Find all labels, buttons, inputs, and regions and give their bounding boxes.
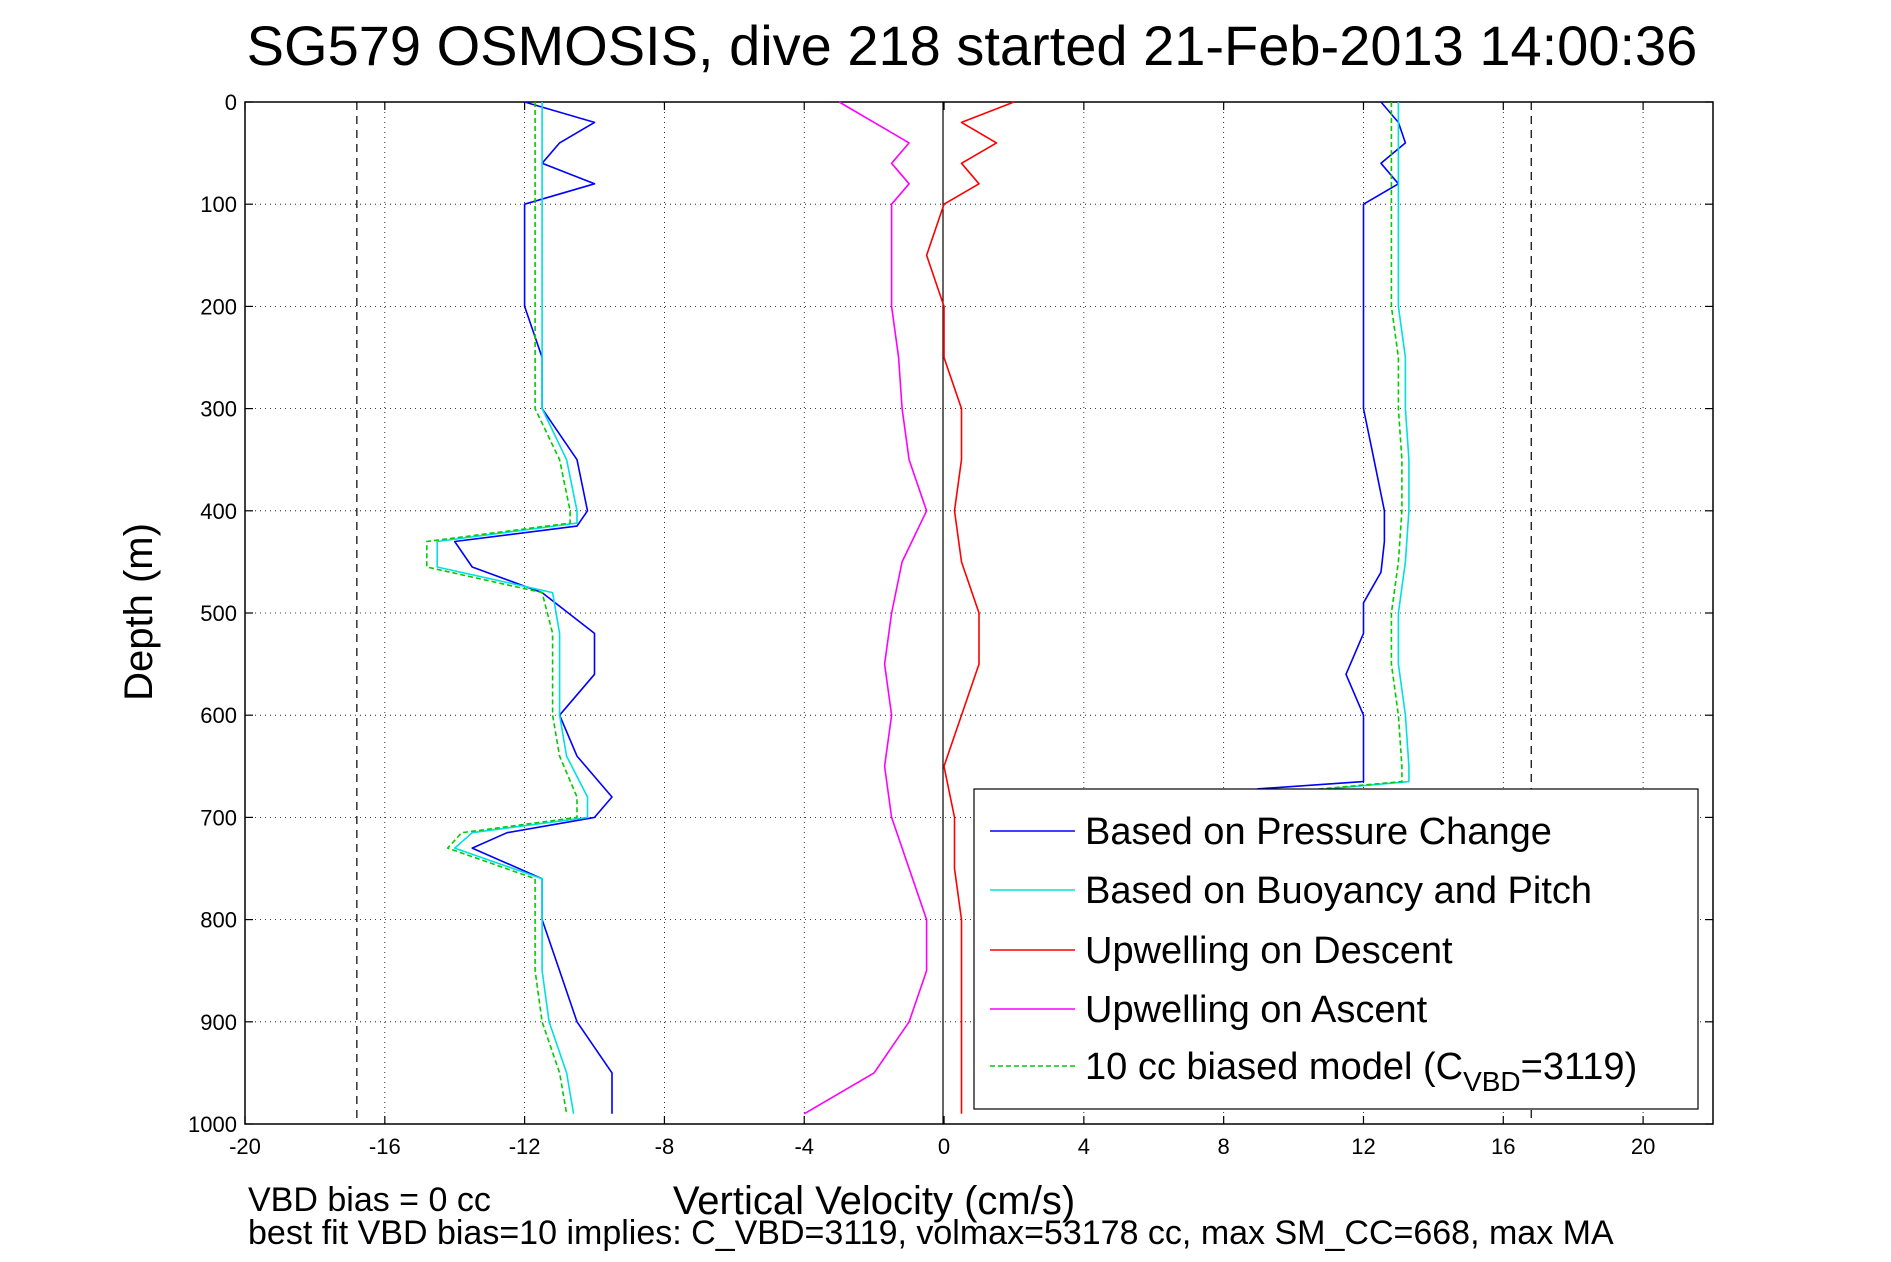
legend-label-3: Upwelling on Descent xyxy=(1085,930,1453,972)
x-tick-label: -12 xyxy=(509,1134,541,1159)
x-tick-label: -8 xyxy=(655,1134,675,1159)
legend-box xyxy=(973,788,1699,1110)
x-tick-label: 12 xyxy=(1351,1134,1375,1159)
x-tick-label: 8 xyxy=(1218,1134,1230,1159)
series-line-4-1 xyxy=(803,101,928,1115)
y-tick-label: 500 xyxy=(200,601,237,626)
legend: Based on Pressure Change Based on Buoyanc… xyxy=(973,788,1699,1110)
y-tick-label: 800 xyxy=(200,908,237,933)
reference-lines xyxy=(356,102,1532,1124)
y-axis-ticks: 0 100 200 300 400 500 600 700 800 900 1000 xyxy=(188,90,1713,1137)
vbd-bias-note: VBD bias = 0 cc xyxy=(248,1181,491,1219)
legend-label-2: Based on Buoyancy and Pitch xyxy=(1085,870,1592,912)
legend-label-4: Upwelling on Ascent xyxy=(1085,989,1428,1031)
y-tick-label: 300 xyxy=(200,397,237,422)
y-tick-label: 900 xyxy=(200,1010,237,1035)
y-tick-label: 400 xyxy=(200,499,237,524)
y-tick-label: 200 xyxy=(200,294,237,319)
y-tick-label: 1000 xyxy=(188,1112,237,1137)
x-tick-label: -16 xyxy=(369,1134,401,1159)
y-tick-label: 0 xyxy=(225,90,237,115)
series-line-2-2 xyxy=(1275,102,1410,798)
x-tick-label: 16 xyxy=(1491,1134,1515,1159)
series-line-3-1 xyxy=(925,101,1015,1114)
y-tick-label: 700 xyxy=(200,805,237,830)
x-tick-label: -4 xyxy=(794,1134,814,1159)
y-tick-label: 600 xyxy=(200,703,237,728)
series-line-5-1 xyxy=(425,102,578,1114)
x-tick-label: 4 xyxy=(1078,1134,1090,1159)
y-tick-label: 100 xyxy=(200,192,237,217)
series-line-2-1 xyxy=(436,102,589,1114)
series-line-1-2 xyxy=(1223,101,1407,798)
x-tick-label: -20 xyxy=(229,1134,261,1159)
series-line-5-2 xyxy=(1268,102,1403,798)
chart-title: SG579 OSMOSIS, dive 218 started 21-Feb-2… xyxy=(247,14,1698,77)
x-axis-ticks: -20 -16 -12 -8 -4 0 4 8 12 16 20 xyxy=(229,102,1655,1159)
x-axis-label: Vertical Velocity (cm/s) xyxy=(673,1179,1075,1223)
y-axis-label: Depth (m) xyxy=(117,523,161,701)
legend-label-1: Based on Pressure Change xyxy=(1085,811,1552,853)
x-tick-label: 20 xyxy=(1631,1134,1655,1159)
data-series xyxy=(425,101,1410,1115)
best-fit-note: best fit VBD bias=10 implies: C_VBD=3119… xyxy=(248,1214,1614,1252)
x-tick-label: 0 xyxy=(938,1134,950,1159)
legend-label-5: 10 cc biased model (CVBD=3119) xyxy=(1085,1046,1637,1097)
